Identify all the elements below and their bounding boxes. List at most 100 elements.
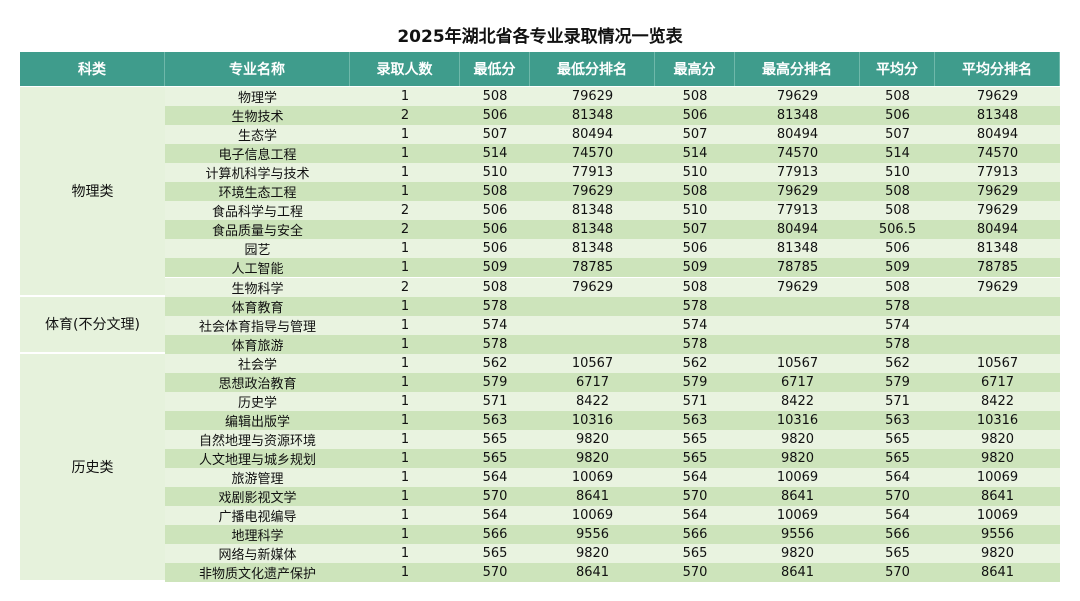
table-cell: 507 [460, 125, 530, 145]
table-cell: 2 [350, 106, 460, 126]
table-cell: 509 [860, 258, 935, 278]
table-cell: 571 [860, 391, 935, 411]
table-cell: 自然地理与资源环境 [165, 429, 350, 449]
table-cell: 510 [655, 163, 735, 183]
table-cell: 510 [655, 201, 735, 221]
table-cell: 510 [460, 163, 530, 183]
table-cell: 565 [860, 429, 935, 449]
table-cell: 1 [350, 182, 460, 202]
table-cell: 物理学 [165, 87, 350, 107]
table-cell: 80494 [530, 125, 655, 145]
table-cell: 81348 [735, 239, 860, 259]
table-cell: 8641 [735, 487, 860, 507]
table-cell: 579 [655, 372, 735, 392]
header-cell: 平均分排名 [935, 52, 1060, 86]
empty-cell [735, 334, 860, 354]
table-cell: 旅游管理 [165, 468, 350, 488]
table-cell: 566 [460, 525, 530, 545]
table-cell: 508 [860, 201, 935, 221]
table-cell: 562 [655, 353, 735, 373]
table-cell: 79629 [935, 277, 1060, 297]
table-cell: 戏剧影视文学 [165, 487, 350, 507]
table-cell: 8641 [935, 487, 1060, 507]
table-cell: 8641 [530, 563, 655, 583]
table-cell: 79629 [935, 182, 1060, 202]
table-cell: 564 [655, 468, 735, 488]
table-cell: 园艺 [165, 239, 350, 259]
table-cell: 78785 [530, 258, 655, 278]
table-cell: 电子信息工程 [165, 144, 350, 164]
table-cell: 77913 [935, 163, 1060, 183]
table-cell: 编辑出版学 [165, 410, 350, 430]
table-cell: 10069 [935, 506, 1060, 526]
table-cell: 9820 [935, 429, 1060, 449]
table-cell: 9556 [735, 525, 860, 545]
table-cell: 509 [655, 258, 735, 278]
header-cell: 最高分 [655, 52, 735, 86]
table-cell: 1 [350, 448, 460, 468]
table-cell: 579 [860, 372, 935, 392]
table-cell: 508 [655, 87, 735, 107]
table-cell: 1 [350, 87, 460, 107]
table-cell: 507 [860, 125, 935, 145]
table-cell: 578 [860, 334, 935, 354]
table-cell: 10316 [530, 410, 655, 430]
table-cell: 79629 [935, 201, 1060, 221]
table-cell: 578 [460, 296, 530, 316]
table-cell: 9820 [735, 429, 860, 449]
table-cell: 578 [460, 334, 530, 354]
table-cell: 1 [350, 544, 460, 564]
table-cell: 81348 [735, 106, 860, 126]
table-cell: 1 [350, 296, 460, 316]
table-cell: 508 [655, 277, 735, 297]
table-cell: 社会体育指导与管理 [165, 315, 350, 335]
table-cell: 506 [860, 106, 935, 126]
table-cell: 2 [350, 277, 460, 297]
table-cell: 1 [350, 258, 460, 278]
table-cell: 506 [655, 106, 735, 126]
table-cell: 生物科学 [165, 277, 350, 297]
table-cell: 1 [350, 525, 460, 545]
table-cell: 1 [350, 144, 460, 164]
table-cell: 81348 [530, 239, 655, 259]
table-cell: 2 [350, 201, 460, 221]
table-cell: 1 [350, 125, 460, 145]
table-cell: 2 [350, 220, 460, 240]
table-cell: 食品质量与安全 [165, 220, 350, 240]
table-cell: 570 [860, 487, 935, 507]
table-cell: 508 [460, 277, 530, 297]
table-cell: 1 [350, 410, 460, 430]
table-cell: 10069 [530, 468, 655, 488]
empty-cell [935, 296, 1060, 316]
table-cell: 人文地理与城乡规划 [165, 448, 350, 468]
empty-cell [735, 315, 860, 335]
table-cell: 1 [350, 487, 460, 507]
table-cell: 506 [460, 106, 530, 126]
table-cell: 565 [655, 448, 735, 468]
table-cell: 8641 [935, 563, 1060, 583]
table-cell: 79629 [735, 87, 860, 107]
table-cell: 9556 [530, 525, 655, 545]
table-cell: 565 [460, 429, 530, 449]
table-cell: 9820 [530, 544, 655, 564]
table-cell: 570 [655, 487, 735, 507]
empty-cell [530, 296, 655, 316]
category-cell: 体育(不分文理) [20, 296, 165, 354]
table-cell: 514 [655, 144, 735, 164]
table-cell: 9820 [935, 448, 1060, 468]
table-cell: 体育教育 [165, 296, 350, 316]
table-cell: 6717 [530, 372, 655, 392]
table-cell: 9820 [530, 429, 655, 449]
table-cell: 566 [655, 525, 735, 545]
table-cell: 563 [655, 410, 735, 430]
table-cell: 506 [460, 220, 530, 240]
table-cell: 1 [350, 372, 460, 392]
table-cell: 广播电视编导 [165, 506, 350, 526]
table-cell: 6717 [735, 372, 860, 392]
table-cell: 80494 [935, 220, 1060, 240]
table-cell: 508 [860, 277, 935, 297]
table-cell: 564 [460, 468, 530, 488]
header-cell: 科类 [20, 52, 165, 86]
table-cell: 74570 [735, 144, 860, 164]
